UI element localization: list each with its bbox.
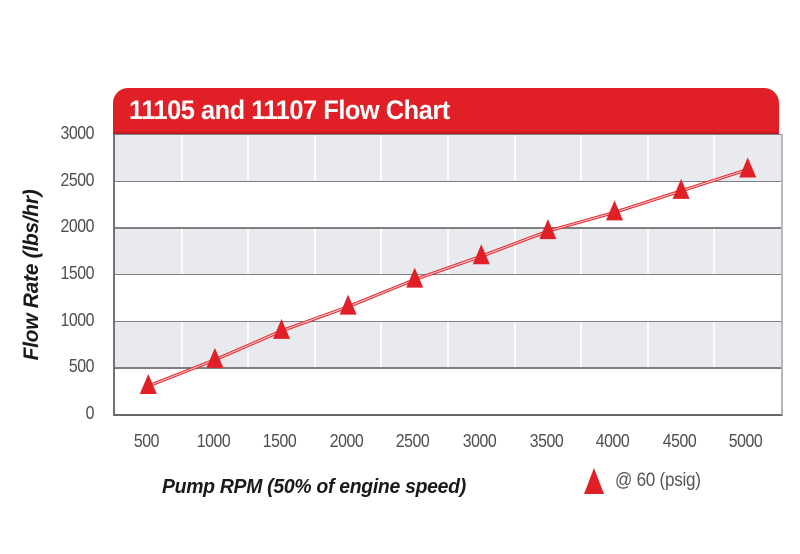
x-tick-label: 2500 [396, 431, 430, 451]
x-tick-label: 1000 [196, 431, 230, 451]
y-tick-label: 1000 [60, 309, 95, 330]
triangle-data-marker [739, 157, 757, 178]
x-axis-title: Pump RPM (50% of engine speed) [162, 476, 466, 498]
triangle-data-marker [606, 200, 623, 221]
horizontal-gridline [115, 134, 781, 136]
chart-title-banner: 11105 and 11107 Flow Chart [113, 88, 779, 134]
x-tick-label: 4000 [595, 431, 630, 451]
triangle-data-marker [139, 374, 157, 394]
x-tick-label: 4500 [662, 431, 697, 451]
triangle-marker-icon [584, 468, 604, 494]
x-tick-label: 5000 [729, 431, 763, 451]
horizontal-gridline [115, 227, 781, 229]
y-tick-label: 1500 [60, 263, 95, 283]
horizontal-gridline [115, 320, 781, 323]
series-line [147, 167, 749, 388]
triangle-data-marker [273, 318, 290, 339]
y-tick-label: 2000 [60, 216, 95, 237]
triangle-data-marker [539, 219, 557, 240]
x-tick-label: 500 [133, 431, 160, 451]
series-line-core [148, 168, 748, 387]
plot-area [113, 134, 783, 416]
triangle-data-marker [672, 178, 690, 199]
y-tick-label: 3000 [60, 123, 95, 143]
x-tick-label: 3000 [462, 431, 497, 451]
flow-rate-series [139, 157, 757, 394]
triangle-data-marker [339, 294, 357, 315]
legend-label: @ 60 (psig) [615, 470, 701, 491]
x-tick-label: 3500 [529, 431, 563, 451]
y-tick-label: 500 [68, 356, 95, 377]
x-tick-label: 2000 [329, 431, 364, 451]
horizontal-gridline [115, 180, 781, 183]
y-tick-label: 0 [85, 403, 95, 423]
triangle-data-marker [206, 347, 224, 368]
triangle-data-marker [472, 244, 490, 265]
legend: @ 60 (psig) [584, 468, 710, 494]
horizontal-gridline [115, 274, 781, 276]
y-tick-label: 2500 [60, 169, 95, 190]
x-tick-label: 1500 [262, 431, 297, 451]
chart-title: 11105 and 11107 Flow Chart [128, 94, 450, 125]
triangle-data-marker [406, 267, 424, 288]
horizontal-gridline [115, 367, 781, 369]
